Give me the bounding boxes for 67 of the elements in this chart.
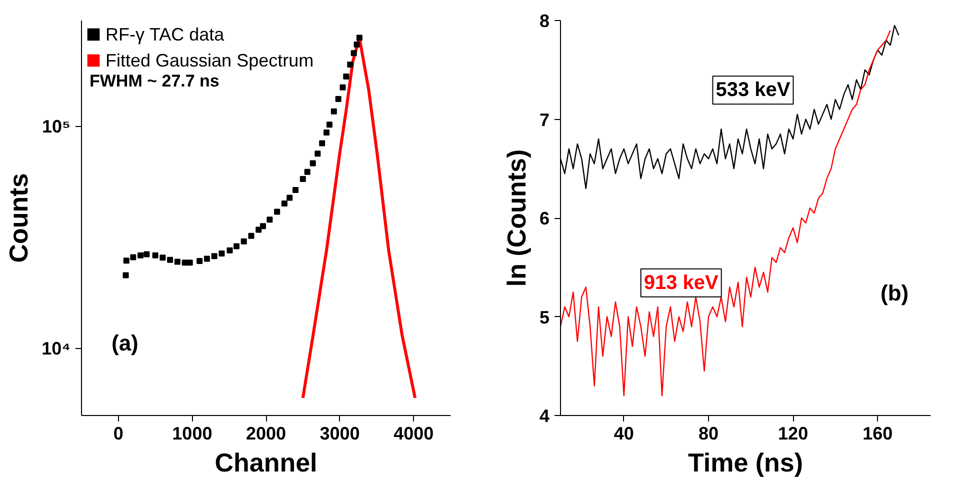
point xyxy=(144,251,150,258)
point xyxy=(152,252,158,258)
series-label: 533 keV xyxy=(716,79,791,102)
point xyxy=(335,96,342,102)
point xyxy=(274,208,280,215)
annotation: (b) xyxy=(880,280,909,306)
point xyxy=(248,232,254,239)
x-tick-label: 120 xyxy=(778,424,808,444)
y-axis-title: ln (Counts) xyxy=(501,149,532,287)
point xyxy=(292,186,299,193)
point xyxy=(256,226,262,233)
annotation: FWHM ~ 27.7 ns xyxy=(90,72,220,90)
point xyxy=(218,250,225,257)
point xyxy=(204,256,210,262)
y-tick-label: 6 xyxy=(539,208,550,228)
y-tick-label: 10⁴ xyxy=(42,338,71,359)
y-axis-title: Counts xyxy=(4,173,34,263)
point xyxy=(354,41,360,48)
point xyxy=(226,247,233,254)
point xyxy=(130,254,136,260)
x-tick-label: 1000 xyxy=(172,424,212,444)
point xyxy=(266,216,273,223)
point xyxy=(319,140,326,146)
legend-label: Fitted Gaussian Spectrum xyxy=(106,50,314,70)
y-tick-label: 8 xyxy=(539,11,550,31)
y-tick-label: 4 xyxy=(539,406,550,426)
point xyxy=(324,129,330,136)
point xyxy=(160,254,166,261)
point xyxy=(186,260,193,266)
point xyxy=(211,253,218,260)
x-tick-label: 4000 xyxy=(394,424,434,444)
x-axis-title: Time (ns) xyxy=(688,448,804,478)
point xyxy=(356,34,362,41)
point xyxy=(310,160,316,166)
y-tick-label: 5 xyxy=(539,307,550,328)
annotation: (a) xyxy=(112,330,138,356)
point xyxy=(326,122,332,128)
point xyxy=(340,84,346,90)
point xyxy=(286,194,293,201)
x-tick-label: 2000 xyxy=(246,424,286,444)
point xyxy=(330,108,337,114)
point xyxy=(304,168,310,175)
x-axis-title: Channel xyxy=(214,448,318,478)
point xyxy=(174,258,180,265)
x-tick-label: 160 xyxy=(862,424,893,444)
point xyxy=(300,176,306,182)
point xyxy=(233,243,240,250)
point xyxy=(314,150,321,157)
x-tick-label: 0 xyxy=(113,424,124,444)
point xyxy=(281,200,288,207)
point xyxy=(196,258,203,264)
point xyxy=(167,256,174,263)
x-tick-label: 40 xyxy=(614,424,634,444)
y-tick-label: 10⁵ xyxy=(42,116,71,136)
series-label: 913 keV xyxy=(644,272,720,294)
x-tick-label: 3000 xyxy=(320,424,360,444)
point xyxy=(343,73,350,80)
point xyxy=(122,272,129,278)
y-tick-label: 7 xyxy=(539,110,550,130)
point xyxy=(123,258,130,264)
point xyxy=(260,223,266,230)
point xyxy=(138,252,144,258)
legend-label: RF-γ TAC data xyxy=(106,24,226,44)
point xyxy=(350,50,357,56)
point xyxy=(347,62,354,68)
x-tick-label: 80 xyxy=(698,424,719,444)
point xyxy=(240,238,247,244)
